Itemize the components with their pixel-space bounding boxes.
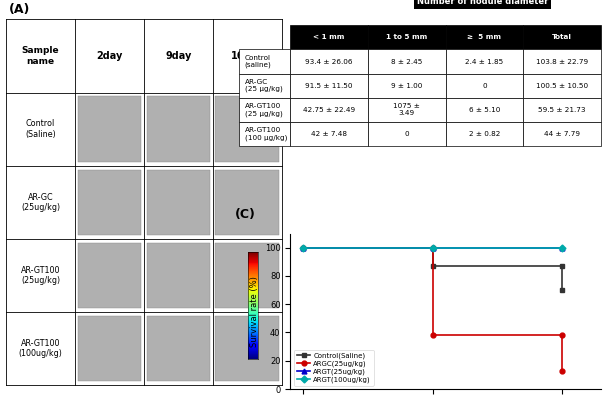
- Bar: [215, 243, 279, 308]
- Control(Saline): [429, 245, 436, 250]
- Bar: [215, 96, 279, 162]
- Text: 2day: 2day: [96, 51, 123, 61]
- Text: (A): (A): [9, 2, 30, 15]
- Bar: [78, 316, 141, 382]
- Bar: [146, 316, 210, 382]
- ARGT(25ug/kg): [558, 245, 566, 250]
- ARGT(25ug/kg): [429, 245, 436, 250]
- Line: ARGT(25ug/kg): ARGT(25ug/kg): [301, 245, 565, 250]
- ARGC(25ug/kg): [429, 333, 436, 338]
- Y-axis label: Survival rate (%): Survival rate (%): [250, 276, 259, 347]
- ARGT(100ug/kg): [300, 245, 307, 250]
- Control(Saline): [300, 245, 307, 250]
- Bar: [146, 170, 210, 235]
- Line: ARGT(100ug/kg): ARGT(100ug/kg): [301, 245, 565, 250]
- Text: 9day: 9day: [165, 51, 191, 61]
- ARGC(25ug/kg): [558, 368, 566, 373]
- Control(Saline): [558, 288, 566, 293]
- Text: AR-GC
(25ug/kg): AR-GC (25ug/kg): [21, 193, 60, 212]
- Bar: [215, 316, 279, 382]
- Bar: [78, 243, 141, 308]
- Text: AR-GT100
(100ug/kg): AR-GT100 (100ug/kg): [19, 339, 63, 358]
- Text: Sample
name: Sample name: [22, 46, 59, 66]
- ARGT(100ug/kg): [558, 245, 566, 250]
- Text: Number of nodule diameter: Number of nodule diameter: [417, 0, 549, 6]
- Bar: [78, 170, 141, 235]
- Bar: [146, 243, 210, 308]
- ARGT(100ug/kg): [429, 245, 436, 250]
- ARGC(25ug/kg): [300, 245, 307, 250]
- Legend: Control(Saline), ARGC(25ug/kg), ARGT(25ug/kg), ARGT(100ug/kg): Control(Saline), ARGC(25ug/kg), ARGT(25u…: [294, 350, 374, 385]
- Bar: [215, 170, 279, 235]
- Control(Saline): [429, 264, 436, 268]
- Bar: [78, 96, 141, 162]
- Text: AR-GT100
(25ug/kg): AR-GT100 (25ug/kg): [21, 266, 60, 285]
- Line: Control(Saline): Control(Saline): [301, 245, 565, 293]
- ARGC(25ug/kg): [558, 333, 566, 338]
- Control(Saline): [558, 264, 566, 268]
- Line: ARGC(25ug/kg): ARGC(25ug/kg): [301, 245, 565, 373]
- Bar: [146, 96, 210, 162]
- ARGC(25ug/kg): [429, 245, 436, 250]
- ARGT(25ug/kg): [300, 245, 307, 250]
- Text: (C): (C): [234, 208, 256, 221]
- Text: 16day: 16day: [231, 51, 263, 61]
- Text: Control
(Saline): Control (Saline): [25, 119, 56, 139]
